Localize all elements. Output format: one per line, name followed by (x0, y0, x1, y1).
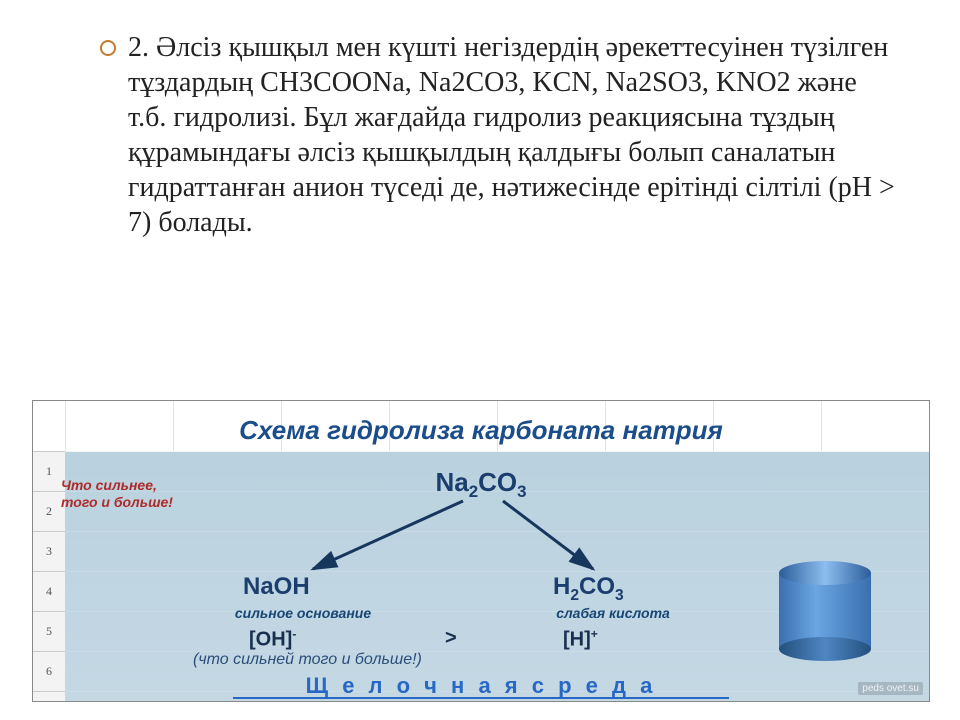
environment-underline (233, 697, 729, 699)
hydrolysis-diagram: 1 2 3 4 5 6 Схема гидролиза карбоната на… (32, 400, 930, 702)
formula-base: NaOH (243, 573, 310, 601)
ion-hydroxide: [OH]- (249, 627, 296, 652)
environment-label: Щ е л о ч н а я с р е д а (33, 673, 929, 699)
beaker-icon (779, 561, 871, 661)
greater-than: > (445, 627, 457, 650)
watermark: peds ovet.su (858, 682, 923, 695)
caption-acid: слабая кислота (513, 605, 713, 621)
paragraph-text: 2. Әлсіз қышқыл мен күшті негіздердің әр… (128, 30, 900, 240)
bullet-marker (100, 40, 116, 56)
diagram-note: (что сильней того и больше!) (193, 651, 422, 669)
ion-hydrogen: [H]+ (563, 627, 598, 652)
caption-base: сильное основание (203, 605, 403, 621)
formula-acid: H2CO3 (553, 573, 624, 605)
